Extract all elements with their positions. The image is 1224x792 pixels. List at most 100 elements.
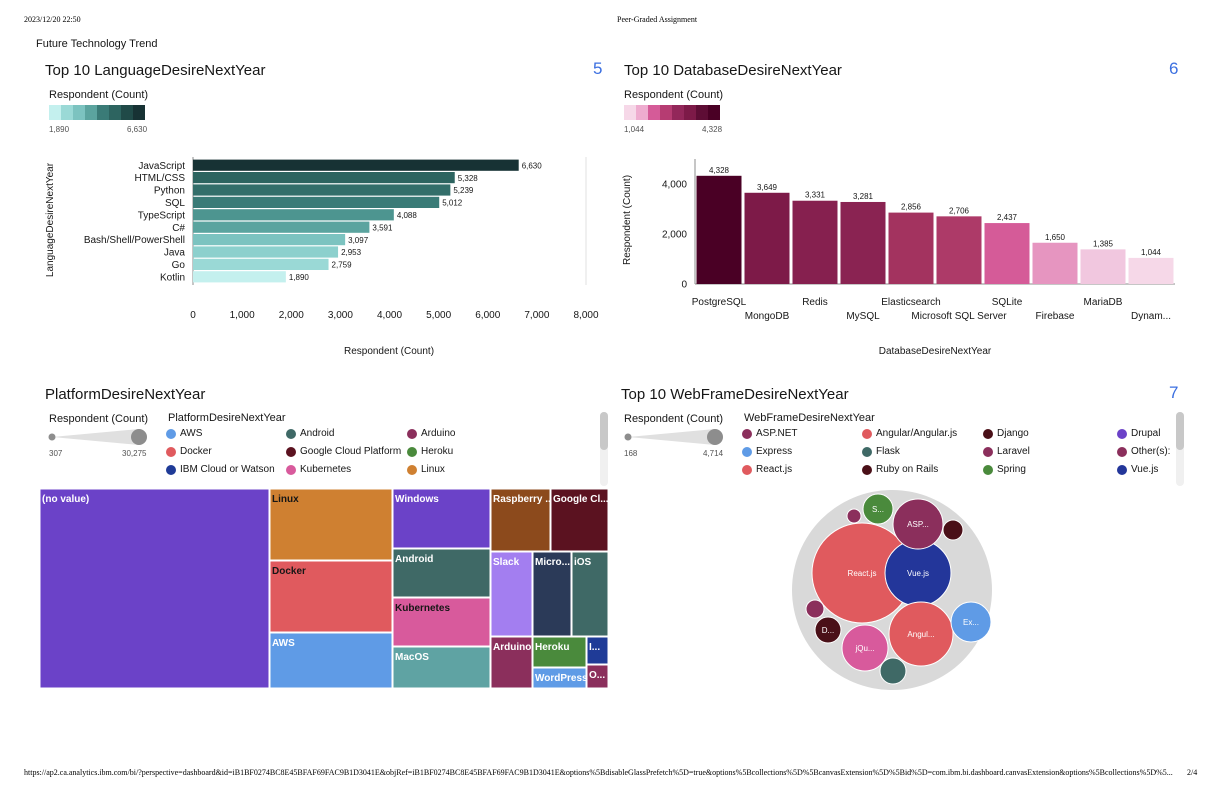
webframe-legend-item[interactable]: Spring [983,464,1026,475]
database-bar[interactable] [840,201,886,284]
webframe-bubble[interactable] [892,498,944,550]
database-bar[interactable] [744,192,790,284]
database-category-label: MySQL [846,311,880,322]
platform-legend-item[interactable]: Arduino [407,428,455,439]
webframe-size-legend-title: Respondent (Count) [624,413,724,425]
platform-treemap-cell[interactable] [571,551,608,637]
platform-legend-scroll-thumb[interactable] [600,412,608,450]
platform-treemap-cell[interactable] [269,489,393,561]
language-chart-panel[interactable]: Top 10 LanguageDesireNextYear 5 Responde… [36,58,614,368]
database-bar[interactable] [1080,249,1126,284]
platform-treemap-cell[interactable] [490,636,533,688]
platform-legend-item[interactable]: Heroku [407,446,453,457]
database-chart-panel[interactable]: Top 10 DatabaseDesireNextYear 6 Responde… [615,58,1190,368]
webframe-legend-item[interactable]: React.js [742,464,792,475]
webframe-legend-dot [862,428,872,439]
database-bar[interactable] [696,175,742,284]
platform-treemap-cell[interactable] [550,489,608,552]
platform-treemap-cell[interactable] [586,664,608,688]
language-bar[interactable] [193,159,519,171]
platform-legend-item[interactable]: Android [286,428,334,439]
webframe-bubble[interactable] [862,493,894,525]
language-bar[interactable] [193,196,440,208]
database-y-tick-label: 0 [681,280,687,291]
language-bar[interactable] [193,172,455,184]
database-bar[interactable] [1128,257,1174,284]
platform-legend-scrollbar[interactable] [600,412,608,486]
webframe-bubble[interactable] [805,599,825,619]
platform-legend-item[interactable]: Google Cloud Platform [286,446,401,457]
webframe-bubble-label: Ex... [963,618,979,627]
webframe-bubble[interactable] [950,601,992,643]
platform-legend-item[interactable]: AWS [166,428,202,439]
database-chart-title: Top 10 DatabaseDesireNextYear [624,62,842,79]
database-bar[interactable] [984,223,1030,284]
webframe-legend-scroll-thumb[interactable] [1176,412,1184,450]
database-legend-max: 4,328 [702,125,723,134]
platform-legend-item[interactable]: Docker [166,446,212,457]
language-bar[interactable] [193,271,286,283]
platform-treemap-cell[interactable] [532,551,572,637]
webframe-bubble[interactable] [888,601,954,667]
webframe-legend-item[interactable]: ASP.NET [742,428,798,439]
platform-treemap-cell[interactable] [586,636,608,665]
platform-treemap-cell[interactable] [392,597,491,647]
platform-treemap-cell[interactable] [269,632,393,688]
database-bar[interactable] [1032,242,1078,284]
webframe-bubble[interactable] [841,624,889,672]
platform-treemap-cell[interactable] [40,489,270,688]
platform-legend-label: Kubernetes [300,464,352,475]
database-bar[interactable] [888,212,934,284]
database-bar[interactable] [936,216,982,284]
platform-size-wedge [52,429,139,445]
webframe-bubble[interactable] [814,616,842,644]
language-bar-chart[interactable]: LanguageDesireNextYear Respondent (Count… [36,150,614,365]
webframe-legend-item[interactable]: Angular/Angular.js [862,428,957,439]
webframe-legend-dot [1117,464,1127,475]
platform-treemap-cell[interactable] [269,560,393,633]
platform-treemap-cell[interactable] [490,489,551,552]
webframe-legend-scrollbar[interactable] [1176,412,1184,486]
platform-treemap-cell[interactable] [490,551,533,637]
database-value-label: 3,281 [853,192,874,201]
webframe-bubble[interactable] [846,508,862,524]
webframe-legend-item[interactable]: Vue.js [1117,464,1158,475]
platform-color-legend[interactable]: AWS Android Arduino Docker Google Cloud Plat… [166,428,596,486]
language-bar[interactable] [193,221,370,233]
platform-treemap-cell[interactable] [532,636,587,668]
platform-legend-item[interactable]: IBM Cloud or Watson [166,464,275,475]
platform-legend-item[interactable]: Kubernetes [286,464,351,475]
webframe-legend-label: Django [997,428,1029,439]
webframe-bubble-chart[interactable]: React.js Vue.js Angul... ASP... jQu... Ex... D… [790,490,1005,690]
webframe-legend-item[interactable]: Laravel [983,446,1030,457]
language-bar[interactable] [193,246,339,258]
webframe-legend-item[interactable]: Django [983,428,1029,439]
database-bar-chart[interactable]: Respondent (Count) DatabaseDesireNextYea… [615,150,1190,365]
platform-chart-panel[interactable]: PlatformDesireNextYear Respondent (Count… [36,382,614,490]
platform-treemap-cell[interactable] [392,489,491,549]
platform-treemap[interactable]: (no value) Linux Docker AWS Windows Android Ku… [40,489,608,688]
webframe-legend-item[interactable]: Other(s): [1117,446,1170,457]
language-x-axis-label: Respondent (Count) [344,346,434,357]
webframe-legend-item[interactable]: Express [742,446,792,457]
webframe-chart-panel[interactable]: Top 10 WebFrameDesireNextYear 7 Responde… [615,382,1190,490]
language-bar[interactable] [193,184,451,196]
webframe-legend-item[interactable]: Flask [862,446,900,457]
webframe-legend-item[interactable]: Drupal [1117,428,1160,439]
database-bar[interactable] [792,200,838,284]
webframe-bubble[interactable] [942,519,964,541]
webframe-color-legend[interactable]: ASP.NET Angular/Angular.js Django Drupal Exp… [742,428,1172,486]
platform-treemap-cell[interactable] [392,646,491,688]
database-y-tick-label: 2,000 [662,230,687,241]
language-bar[interactable] [193,234,346,246]
language-bar[interactable] [193,258,329,270]
print-url: https://ap2.ca.analytics.ibm.com/bi/?per… [24,768,1173,777]
platform-legend-dot [166,446,176,457]
platform-treemap-cell[interactable] [532,667,587,688]
language-bar[interactable] [193,209,394,221]
webframe-legend-item[interactable]: Ruby on Rails [862,464,938,475]
webframe-bubble[interactable] [879,657,907,685]
platform-treemap-cell[interactable] [392,548,491,598]
language-legend-swatch [73,105,85,120]
platform-legend-item[interactable]: Linux [407,464,445,475]
